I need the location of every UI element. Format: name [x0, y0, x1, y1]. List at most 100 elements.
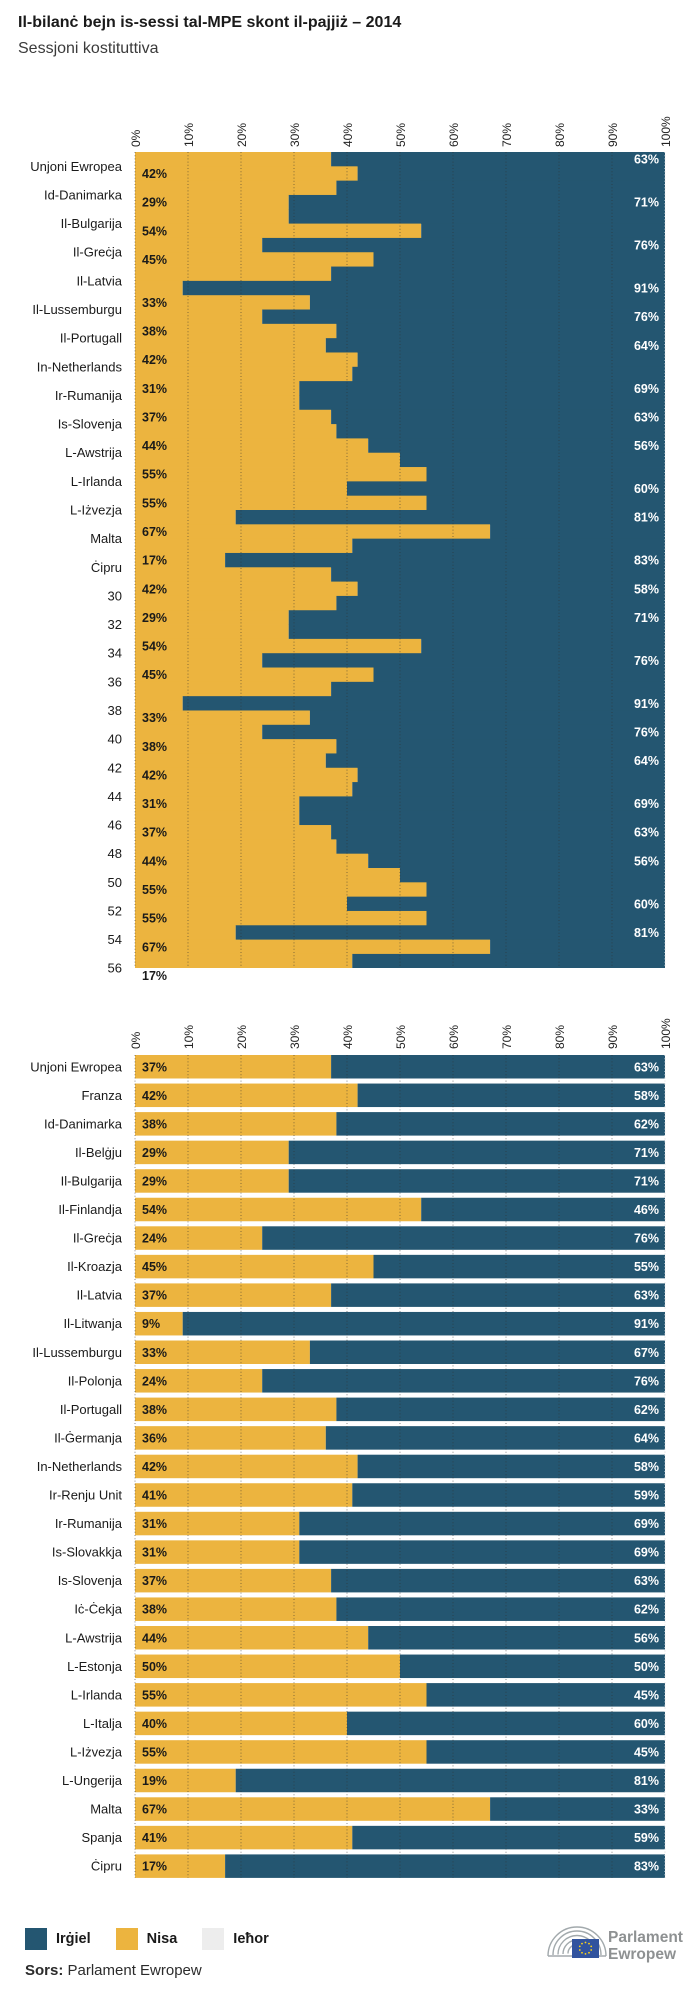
row-label: Malta — [90, 1802, 123, 1817]
value-label-women: 38% — [142, 1403, 167, 1417]
bar-segment-women — [135, 1454, 358, 1479]
value-label-women: 36% — [142, 1431, 167, 1445]
axis-tick-label: 60% — [447, 1025, 461, 1049]
bar-segment-women — [135, 1483, 353, 1507]
bar-segment-women — [135, 1397, 337, 1422]
row-label: Unjoni Ewropea — [30, 1059, 123, 1074]
bar-segment-women — [135, 524, 491, 540]
value-label-women: 24% — [142, 1232, 167, 1246]
row-label: 44 — [108, 789, 122, 804]
row-label: 46 — [108, 818, 122, 833]
bar-segment-men — [336, 323, 665, 339]
row-label: 36 — [108, 674, 122, 689]
bar-segment-women — [135, 910, 427, 926]
value-label-women: 55% — [142, 468, 167, 482]
bar-segment-women — [135, 595, 337, 611]
value-label-men: 56% — [634, 1631, 659, 1645]
bar-segment-men — [357, 1454, 665, 1479]
bar-segment-men — [331, 152, 665, 167]
axis-tick-label: 30% — [288, 1025, 302, 1049]
value-label-women: 29% — [142, 1146, 167, 1160]
value-label-women: 38% — [142, 740, 167, 754]
value-label-men: 63% — [634, 153, 659, 167]
row-label: Ir-Rumanija — [55, 1516, 123, 1531]
bar-segment-men — [288, 624, 665, 640]
bar-segment-men — [357, 1083, 665, 1108]
bar-segment-men — [336, 595, 665, 611]
value-label-women: 37% — [142, 1289, 167, 1303]
bar-segment-men — [336, 839, 665, 855]
bar-segment-men — [299, 395, 665, 411]
bar-segment-men — [288, 209, 665, 224]
value-label-men: 63% — [634, 410, 659, 424]
bar-segment-men — [331, 409, 665, 425]
bar-segment-men — [262, 1226, 665, 1250]
bar-segment-women — [135, 1055, 332, 1079]
value-label-men: 81% — [634, 926, 659, 940]
bar-segment-women — [135, 1740, 427, 1764]
value-label-women: 33% — [142, 1346, 167, 1360]
value-label-women: 44% — [142, 1631, 167, 1645]
axis-tick-label: 100% — [659, 1018, 673, 1049]
legend-label-men: Irġiel — [56, 1931, 91, 1947]
bar-segment-men — [357, 581, 665, 597]
row-label: 54 — [108, 932, 122, 947]
value-label-women: 31% — [142, 797, 167, 811]
row-label: L-Iżvezja — [70, 503, 123, 518]
axis-tick-label: 0% — [129, 129, 143, 147]
bar-segment-women — [135, 939, 491, 955]
value-label-women: 37% — [142, 826, 167, 840]
bar-segment-women — [135, 295, 310, 310]
bar-segment-men — [288, 1140, 665, 1165]
bar-segment-women — [135, 424, 337, 439]
row-label: Il-Portugall — [60, 1402, 122, 1417]
bar-segment-women — [135, 653, 263, 668]
bar-segment-women — [135, 638, 422, 654]
row-label: Il-Polonja — [68, 1373, 123, 1388]
value-label-men: 76% — [634, 654, 659, 668]
bar-segment-men — [352, 782, 665, 797]
value-label-men: 46% — [634, 1203, 659, 1217]
bar-segment-women — [135, 767, 358, 783]
bar-segment-women — [135, 366, 353, 382]
row-label: L-Italja — [83, 1716, 123, 1731]
bar-segment-women — [135, 825, 332, 840]
value-label-women: 29% — [142, 196, 167, 210]
value-label-women: 41% — [142, 1489, 167, 1503]
axis-tick-label: 80% — [553, 123, 567, 147]
value-label-men: 64% — [634, 339, 659, 353]
bar-segment-women — [135, 280, 183, 296]
value-label-women: 50% — [142, 1660, 167, 1674]
value-label-women: 42% — [142, 1089, 167, 1103]
bar-segment-men — [225, 552, 665, 568]
value-label-men: 91% — [634, 282, 659, 296]
bar-segment-women — [135, 1797, 491, 1821]
bar-segment-men — [299, 796, 665, 812]
bar-segment-men — [309, 1340, 665, 1364]
bar-segment-women — [135, 1854, 226, 1878]
bar-segment-men — [421, 1197, 665, 1222]
row-label: Il-Litwanja — [63, 1316, 122, 1331]
bar-segment-men — [357, 352, 665, 368]
value-label-women: 55% — [142, 496, 167, 510]
bar-segment-men — [490, 1797, 665, 1821]
bar-segment-women — [135, 624, 289, 640]
bar-segment-women — [135, 467, 427, 482]
axis-tick-label: 50% — [394, 1025, 408, 1049]
value-label-men: 63% — [634, 826, 659, 840]
bar-segment-women — [135, 1254, 374, 1279]
bar-segment-women — [135, 1511, 300, 1536]
value-label-men: 69% — [634, 797, 659, 811]
page-title: Il-bilanċ bejn is-sessi tal-MPE skont il… — [18, 14, 402, 31]
row-label: 52 — [108, 903, 122, 918]
bar-segment-men — [262, 653, 665, 668]
bar-segment-men — [325, 338, 665, 353]
bar-segment-men — [331, 825, 665, 840]
bar-segment-women — [135, 696, 183, 711]
row-label: Franza — [82, 1088, 123, 1103]
value-label-men: 45% — [634, 1745, 659, 1759]
value-label-men: 33% — [634, 1803, 659, 1817]
value-label-men: 81% — [634, 511, 659, 525]
row-label: Id-Danimarka — [44, 187, 123, 202]
